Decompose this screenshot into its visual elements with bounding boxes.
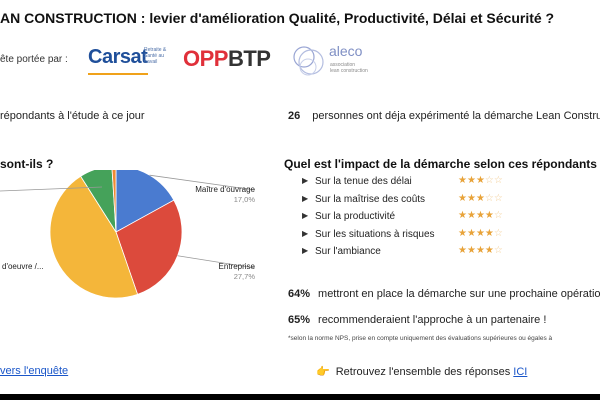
impact-label: Sur les situations à risques (315, 228, 435, 240)
star-filled-icon: ★ (458, 210, 467, 221)
star-filled-icon: ★ (475, 210, 485, 221)
all-results-link[interactable]: ICI (513, 366, 528, 378)
respondents-stat: répondants à l'étude à ce jour (0, 110, 145, 122)
star-empty-icon: ☆ (484, 192, 494, 204)
aleco-sub-line1: association (330, 62, 356, 68)
impact-question: Quel est l'impact de la démarche selon c… (284, 157, 600, 171)
pie-label: d'oeuvre /... (2, 262, 44, 271)
pie-slice (80, 170, 117, 233)
pie-slice (115, 199, 183, 295)
star-rating: ★★★☆☆ (458, 175, 503, 186)
star-filled-icon: ★ (458, 192, 467, 204)
pointing-hand-icon: 👉 (316, 366, 330, 378)
aleco-logo-word: aleco (329, 43, 363, 59)
impact-label: Sur l'ambiance (315, 246, 381, 257)
star-filled-icon: ★ (458, 245, 467, 256)
pie-slice (111, 170, 117, 233)
impact-label: Sur la maîtrise des coûts (315, 193, 426, 205)
triangle-right-icon: ▶ (302, 211, 309, 220)
star-rating: ★★★☆☆ (458, 193, 503, 204)
triangle-right-icon: ▶ (302, 246, 309, 255)
result-text: recommenderaient l'approche à un partena… (318, 314, 547, 326)
star-empty-icon: ☆ (493, 210, 503, 221)
star-filled-icon: ★ (475, 245, 485, 256)
result-row-next-operation: 64% mettront en place la démarche sur une… (288, 288, 600, 300)
star-filled-icon: ★ (475, 227, 485, 239)
star-empty-icon: ☆ (493, 175, 503, 186)
triangle-right-icon: ▶ (302, 193, 309, 203)
bottom-border (0, 394, 600, 400)
star-filled-icon: ★ (475, 175, 485, 186)
star-filled-icon: ★ (484, 210, 494, 221)
star-rating: ★★★★☆ (458, 210, 503, 221)
oppbtp-logo: OPPBTP (183, 46, 271, 72)
star-empty-icon: ☆ (484, 175, 494, 186)
result-pct: 64% (288, 288, 311, 300)
pie-label: Maître d'ouvrage (195, 185, 255, 194)
pie-value-label: 17,0% (234, 195, 256, 204)
aleco-logo-subtitle: association lean construction (330, 62, 368, 74)
impact-label: Sur la productivité (315, 211, 396, 222)
pie-leader-line (0, 186, 103, 192)
respondent-type-question: sont-ils ? (0, 157, 54, 171)
pie-leader-line (177, 255, 256, 269)
aleco-logo-circles (293, 46, 324, 76)
star-filled-icon: ★ (475, 192, 485, 204)
carsat-logo-word: Carsat (88, 46, 148, 68)
star-filled-icon: ★ (458, 227, 467, 239)
aleco-sub-line2: lean construction (330, 68, 368, 74)
star-filled-icon: ★ (458, 175, 467, 186)
result-text: mettront en place la démarche sur une pr… (318, 288, 600, 300)
experience-count: 26 (288, 110, 301, 122)
carsat-logo-subtitle: Retraite & Santé au travail (144, 47, 167, 65)
carsat-logo: Carsat Retraite & Santé au travail (88, 44, 168, 76)
star-rating: ★★★★☆ (458, 228, 503, 239)
impact-label: Sur la tenue des délai (315, 176, 412, 187)
sponsor-label: ête portée par : (0, 54, 68, 65)
star-filled-icon: ★ (466, 245, 476, 256)
star-filled-icon: ★ (484, 227, 494, 239)
star-filled-icon: ★ (466, 227, 476, 239)
result-row-recommend: 65% recommenderaient l'approche à un part… (288, 314, 546, 326)
pie-slice (115, 170, 175, 233)
triangle-right-icon: ▶ (302, 176, 309, 185)
star-empty-icon: ☆ (493, 227, 503, 239)
experience-text: personnes ont déja expérimenté la démarc… (312, 110, 600, 122)
oppbtp-logo-part1: OPP (183, 46, 228, 71)
star-empty-icon: ☆ (493, 192, 503, 204)
carsat-logo-underline (88, 73, 148, 75)
star-filled-icon: ★ (484, 245, 494, 256)
oppbtp-logo-part2: BTP (227, 46, 271, 71)
star-rating: ★★★★☆ (458, 245, 503, 256)
star-filled-icon: ★ (466, 175, 476, 186)
star-filled-icon: ★ (466, 192, 476, 204)
experience-stat: 26 personnes ont déja expérimenté la déma… (288, 110, 600, 122)
pie-label: Entreprise (219, 262, 256, 271)
star-empty-icon: ☆ (493, 245, 503, 256)
aleco-logo: aleco association lean construction (290, 41, 370, 81)
pie-slice (49, 175, 139, 299)
pie-value-label: 27,7% (234, 272, 256, 281)
star-filled-icon: ★ (466, 210, 476, 221)
all-results-text: Retrouvez l'ensemble des réponses (335, 366, 514, 378)
pie-leader-line (149, 174, 256, 191)
result-pct: 65% (288, 314, 311, 326)
triangle-right-icon: ▶ (302, 228, 309, 238)
all-results-line: 👉 Retrouvez l'ensemble des réponses ICI (316, 365, 527, 378)
survey-link[interactable]: vers l'enquête (0, 365, 69, 377)
nps-footnote: *selon la norme NPS, prise en compte uni… (288, 335, 553, 342)
page-title: AN CONSTRUCTION : levier d'amélioration … (0, 10, 555, 26)
